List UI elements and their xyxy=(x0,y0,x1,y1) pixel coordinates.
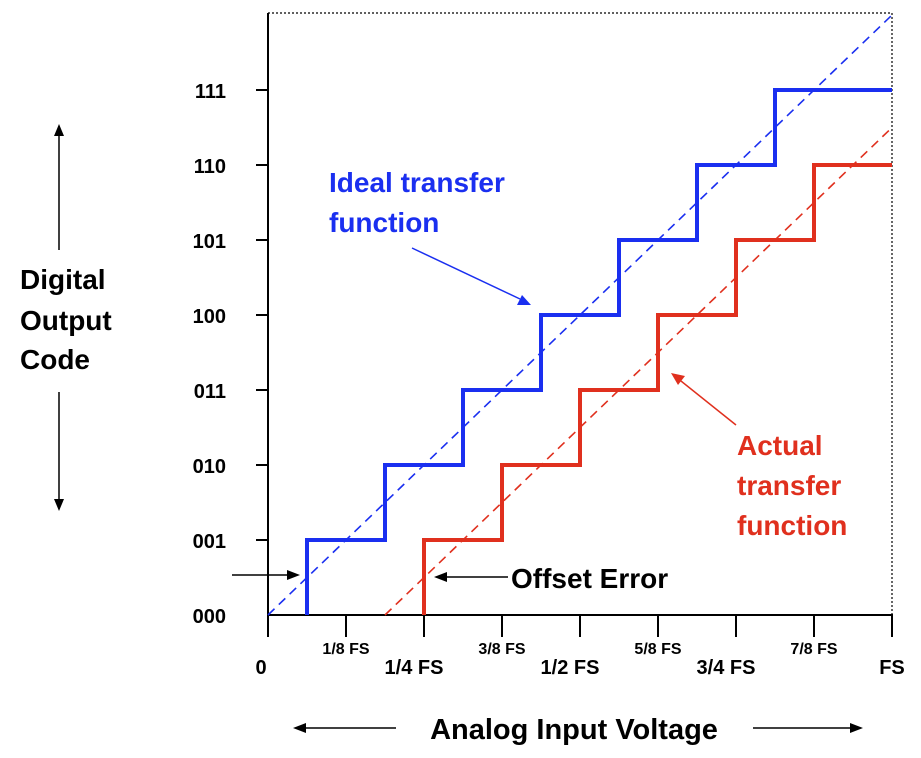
x-tick-label-minor: 7/8 FS xyxy=(790,641,837,658)
x-axis-left-arrowhead xyxy=(293,723,306,733)
offset-error-arrowhead xyxy=(434,572,447,582)
ideal-label-pointer-head xyxy=(517,295,531,305)
actual-staircase xyxy=(422,163,892,615)
y-axis-title: Digital Output Code xyxy=(20,124,112,511)
y-axis-title-line-2: Output xyxy=(20,305,112,336)
y-tick-label: 100 xyxy=(193,306,226,328)
offset-start-arrowhead xyxy=(287,570,300,580)
y-tick-label: 001 xyxy=(193,531,226,553)
actual-label-line-3: function xyxy=(737,510,847,541)
actual-label-pointer xyxy=(680,380,737,426)
x-tick-label-major: 1/4 FS xyxy=(385,657,444,679)
ideal-label-pointer xyxy=(411,247,521,300)
y-axis-title-line-1: Digital xyxy=(20,264,106,295)
x-axis-title-text: Analog Input Voltage xyxy=(430,714,718,746)
actual-label-pointer-head xyxy=(671,373,685,385)
actual-dashed-line xyxy=(384,126,893,616)
y-tick-label: 110 xyxy=(194,156,226,178)
x-tick-label-minor: 3/8 FS xyxy=(478,641,525,658)
actual-series-label: Actual transfer function xyxy=(671,373,847,541)
offset-error-label: Offset Error xyxy=(511,563,668,594)
x-tick-label-minor: 1/8 FS xyxy=(322,641,369,658)
y-tick-label: 111 xyxy=(195,81,226,103)
ideal-dashed-line xyxy=(267,14,893,616)
y-tick-label: 011 xyxy=(194,381,226,403)
ideal-staircase xyxy=(305,88,892,615)
ideal-series-label: Ideal transfer function xyxy=(329,167,531,305)
y-axis-down-arrowhead xyxy=(54,499,64,511)
x-tick-label-major: FS xyxy=(879,657,905,679)
actual-label-line-1: Actual xyxy=(737,430,823,461)
y-tick-label: 101 xyxy=(193,231,226,253)
actual-label-line-2: transfer xyxy=(737,470,841,501)
x-ticks: 0 1/4 FS 1/2 FS 3/4 FS FS 1/8 FS 3/8 FS 5/8 FS 7… xyxy=(255,615,905,679)
x-tick-label-minor: 5/8 FS xyxy=(634,641,681,658)
x-tick-label-major: 3/4 FS xyxy=(697,657,756,679)
ideal-label-line-1: Ideal transfer xyxy=(329,167,505,198)
y-ticks: 000 001 010 011 100 101 110 111 xyxy=(193,81,268,628)
offset-error-annotation: Offset Error xyxy=(232,563,668,594)
x-axis-right-arrowhead xyxy=(850,723,863,733)
series-layer xyxy=(267,14,893,616)
x-tick-label-major: 0 xyxy=(255,657,266,679)
y-tick-label: 010 xyxy=(193,456,226,478)
x-axis-title: Analog Input Voltage xyxy=(293,714,863,746)
ideal-label-line-2: function xyxy=(329,207,439,238)
x-tick-label-major: 1/2 FS xyxy=(541,657,600,679)
y-tick-label: 000 xyxy=(193,606,226,628)
y-axis-title-line-3: Code xyxy=(20,344,90,375)
y-axis-up-arrowhead xyxy=(54,124,64,136)
